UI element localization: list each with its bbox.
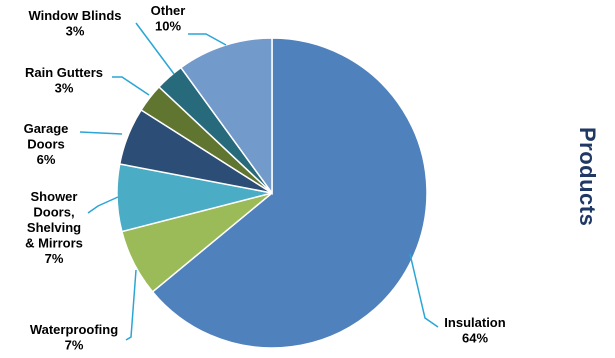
slice-label-waterproofing: Waterproofing 7% [30, 322, 118, 353]
slice-name-waterproofing: Waterproofing [30, 322, 118, 337]
leader-line-waterproofing [125, 269, 137, 341]
slice-value-waterproofing: 7% [65, 338, 84, 353]
slice-name-other: Other [151, 3, 186, 18]
pie-slice-insulation [151, 37, 428, 349]
slice-name-shower-doors-shelving-mirrors: Doors, [33, 205, 74, 220]
slice-name-shower-doors-shelving-mirrors: & Mirrors [25, 236, 83, 251]
leader-line-insulation [409, 253, 439, 328]
slice-label-rain-gutters: Rain Gutters 3% [25, 65, 103, 96]
leader-line-rain-gutters [112, 76, 150, 96]
slice-value-other: 10% [155, 19, 181, 34]
slice-label-other: Other 10% [151, 3, 186, 34]
slice-value-garage-doors: 6% [37, 152, 56, 167]
slice-value-window-blinds: 3% [66, 24, 85, 39]
slice-name-shower-doors-shelving-mirrors: Shelving [27, 220, 81, 235]
chart-side-title: Products [567, 40, 607, 313]
leader-line-other [188, 33, 227, 46]
slice-value-rain-gutters: 3% [55, 81, 74, 96]
leader-lines [79, 22, 439, 341]
slice-name-garage-doors: Garage [24, 121, 69, 136]
slice-label-window-blinds: Window Blinds 3% [28, 8, 121, 39]
slice-name-shower-doors-shelving-mirrors: Shower [31, 189, 78, 204]
slice-label-insulation: Insulation 64% [444, 315, 505, 346]
slice-name-garage-doors: Doors [27, 137, 65, 152]
slice-labels: Insulation 64%Waterproofing 7%Shower Doors,… [24, 3, 506, 353]
pie-slices [116, 37, 428, 349]
slice-value-shower-doors-shelving-mirrors: 7% [45, 251, 64, 266]
chart-title: Products [575, 126, 600, 227]
leader-line-shower-doors-shelving-mirrors [87, 196, 119, 214]
slice-value-insulation: 64% [462, 331, 488, 346]
slice-name-window-blinds: Window Blinds [28, 8, 121, 23]
pie-slice-other [179, 37, 273, 196]
leader-line-window-blinds [135, 22, 175, 75]
slice-name-rain-gutters: Rain Gutters [25, 65, 103, 80]
leader-line-garage-doors [79, 131, 123, 135]
slice-name-insulation: Insulation [444, 315, 505, 330]
slice-label-shower-doors-shelving-mirrors: Shower Doors, Shelving & Mirrors 7% [25, 189, 83, 266]
slice-label-garage-doors: Garage Doors 6% [24, 121, 69, 167]
